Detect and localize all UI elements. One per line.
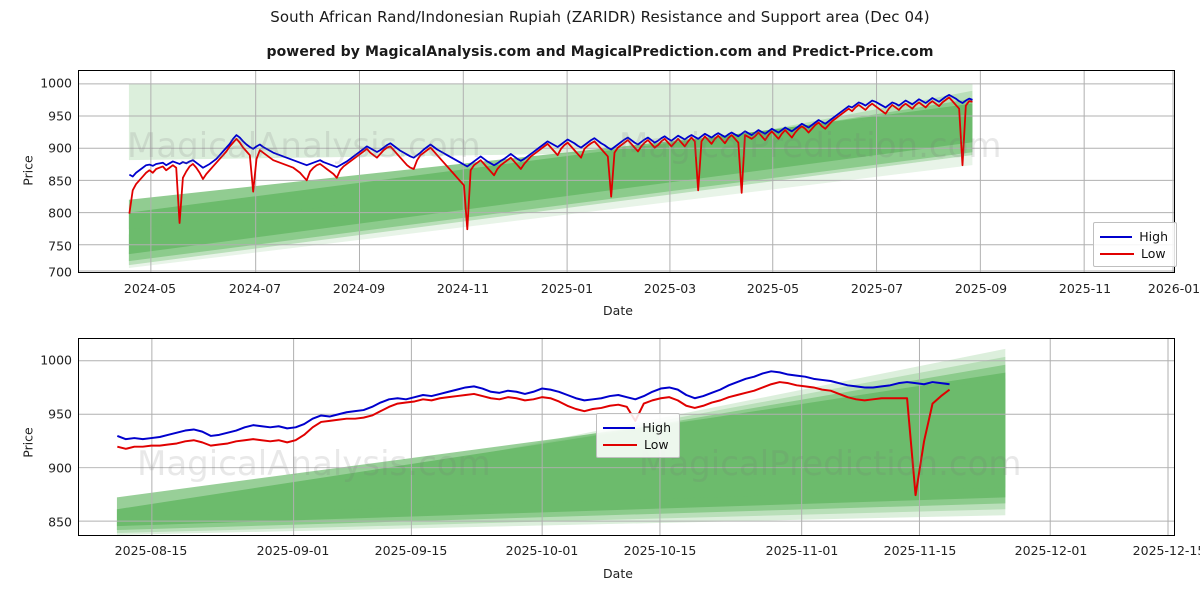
zoom-xtick: 2025-10-01: [505, 543, 579, 558]
overview-xtick: 2024-05: [123, 281, 177, 296]
zoom-xtick: 2025-11-15: [883, 543, 957, 558]
overview-gridlines: [79, 71, 1174, 272]
zoom-gridlines: [79, 339, 1174, 535]
overview-ytick: 850: [48, 173, 72, 188]
zoom-plot-svg: [79, 339, 1174, 535]
band-core2: [128, 108, 973, 230]
legend-label-high: High: [1139, 229, 1168, 244]
legend-swatch-high-icon: [1100, 235, 1133, 238]
zoom-high-line: [116, 370, 950, 441]
legend-label-low: Low: [1141, 246, 1166, 261]
overview-ytick: 700: [48, 264, 72, 280]
page-subtitle: powered by MagicalAnalysis.com and Magic…: [266, 44, 934, 60]
overview-xtick: 2025-05: [746, 281, 800, 296]
legend-label-high: High: [642, 420, 671, 435]
overview-legend[interactable]: High Low: [1093, 222, 1177, 267]
overview-xtick: 2025-11: [1058, 281, 1112, 296]
page-title: South African Rand/Indonesian Rupiah (ZA…: [270, 8, 930, 26]
legend-item-high[interactable]: High: [603, 419, 671, 436]
overview-ytick: 900: [48, 140, 72, 156]
zoom-xtick: 2025-10-15: [623, 543, 697, 558]
overview-xtick: 2024-11: [436, 281, 490, 296]
zoom-xtick: 2025-08-15: [114, 543, 188, 558]
legend-swatch-low-icon: [1100, 252, 1134, 255]
zoom-xtick: 2025-12-15: [1132, 543, 1200, 558]
zoom-ytick: 1000: [40, 352, 72, 368]
overview-panel: Price: [21, 70, 1200, 318]
overview-ytick: 950: [48, 108, 72, 123]
legend-swatch-low-icon: [603, 443, 637, 446]
overview-ytick: 800: [48, 205, 72, 221]
zoom-xtick: 2025-11-01: [765, 543, 839, 558]
overview-low-line: [128, 96, 973, 231]
zoom-xtick: 2025-09-15: [374, 543, 448, 558]
zoom-panel: Price: [0, 320, 1200, 600]
band-faint-lower: [128, 155, 973, 269]
overview-xtick: 2024-07: [228, 281, 282, 296]
legend-label-low: Low: [644, 437, 669, 452]
overview-plot-area: MagicalAnalysis.com MagicalPrediction.co…: [78, 70, 1175, 273]
overview-xtick: 2026-01: [1147, 281, 1200, 296]
zoom-ytick: 850: [48, 514, 72, 530]
zoom-ytick: 950: [48, 406, 72, 422]
legend-swatch-high-icon: [603, 426, 636, 429]
overview-xtick: 2025-09: [954, 281, 1008, 296]
overview-high-line: [128, 93, 973, 178]
zoom-low-line: [117, 381, 951, 497]
legend-item-low[interactable]: Low: [1100, 245, 1168, 262]
overview-xtick: 2025-03: [643, 281, 697, 296]
overview-xtick: 2025-07: [850, 281, 904, 296]
legend-item-low[interactable]: Low: [603, 436, 671, 453]
overview-x-axis-label: Date: [603, 303, 633, 318]
legend-item-high[interactable]: High: [1100, 228, 1168, 245]
overview-ytick: 750: [48, 238, 72, 253]
zoom-x-axis-label: Date: [603, 566, 633, 581]
overview-ytick: 1000: [40, 75, 72, 91]
zoom-ytick: 900: [48, 460, 72, 476]
overview-xtick: 2025-01: [540, 281, 594, 296]
overview-plot-svg: [79, 71, 1174, 272]
band-core2: [116, 378, 1006, 518]
zoom-xtick: 2025-12-01: [1014, 543, 1088, 558]
overview-xtick: 2024-09: [332, 281, 386, 296]
zoom-xtick: 2025-09-01: [256, 543, 330, 558]
zoom-legend[interactable]: High Low: [596, 413, 680, 458]
